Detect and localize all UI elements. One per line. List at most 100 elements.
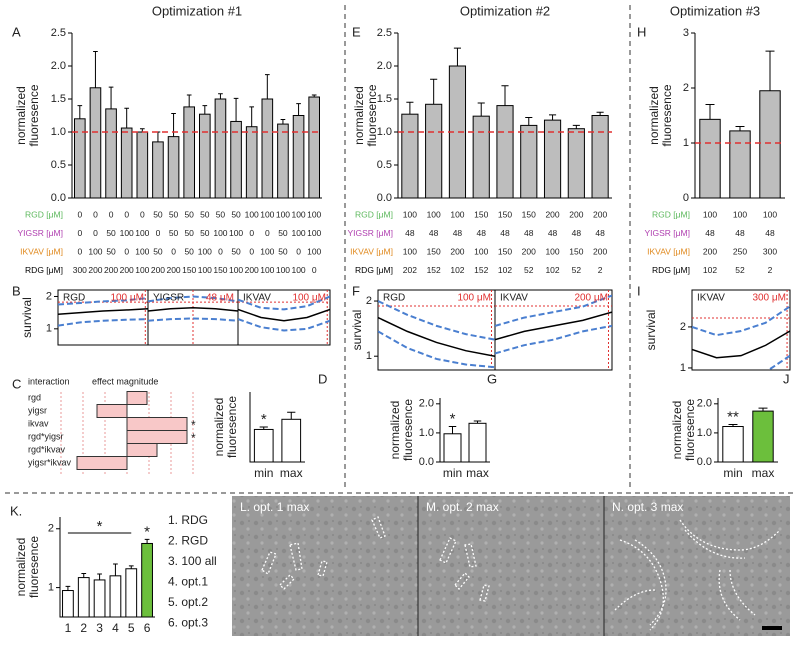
error-bar <box>249 106 255 127</box>
table-row-label: YIGSR [μM] <box>644 228 690 238</box>
error-bar <box>525 116 533 126</box>
table-cell: 50 <box>106 228 116 238</box>
bar <box>245 126 258 199</box>
curve-label: IKVAV <box>697 293 725 304</box>
micrograph <box>604 496 790 636</box>
concentration: 48 μM <box>206 293 234 304</box>
table-row-label: RGD [μM] <box>355 209 393 219</box>
curve <box>495 294 612 327</box>
bar <box>401 113 419 199</box>
table-cell: 52 <box>572 265 582 275</box>
table-cell: 100 <box>291 265 305 275</box>
y-axis-label: fluoresence <box>27 84 41 146</box>
error-bar <box>155 131 161 142</box>
y-tick-label: 0.5 <box>51 159 66 171</box>
y-axis-label: normalized <box>14 86 28 145</box>
panel-letter: J <box>783 371 790 386</box>
panel-letter: K. <box>10 503 22 518</box>
bar <box>152 141 164 199</box>
y-tick-label: 2 <box>683 82 689 94</box>
bar <box>126 443 158 457</box>
bar <box>722 426 744 463</box>
curves <box>692 290 790 370</box>
panel-letter: G <box>487 371 497 386</box>
concentration: 100 μM <box>110 293 144 304</box>
table-cell: 48 <box>548 228 558 238</box>
y-tick-label: 1.0 <box>377 126 392 138</box>
y-axis-label: normalized <box>352 86 366 145</box>
table-cell: 100 <box>120 228 134 238</box>
table-cell: 0 <box>156 228 161 238</box>
panel-letter: H <box>637 24 646 39</box>
error-bar <box>218 93 223 99</box>
error-bar <box>77 105 83 119</box>
error-bar <box>406 101 414 115</box>
table-cell: 48 <box>524 228 534 238</box>
table-cell: 200 <box>104 265 118 275</box>
table-cell: 50 <box>200 209 210 219</box>
axis <box>694 33 785 199</box>
y-tick-label: 1 <box>683 137 689 149</box>
bar <box>109 575 122 618</box>
table-cell: 100 <box>229 265 243 275</box>
table-cell: 102 <box>450 265 464 275</box>
category-header: interaction <box>28 376 70 386</box>
table-cell: 52 <box>524 265 534 275</box>
curve <box>148 295 238 303</box>
table-cell: 50 <box>184 246 194 256</box>
panel-title: Optimization #2 <box>460 3 550 18</box>
table-cell: 150 <box>213 265 227 275</box>
table-cell: 100 <box>260 246 274 256</box>
error-bar <box>233 97 239 122</box>
table-cell: 200 <box>703 246 717 256</box>
y-tick-label: 1.0 <box>51 126 66 138</box>
y-axis-label: survival <box>350 310 364 351</box>
panel-title: Optimization #3 <box>670 3 760 18</box>
y-tick-label: 1 <box>48 581 54 593</box>
curve-label: RGD <box>383 293 405 304</box>
curve <box>148 307 238 312</box>
concentration: 100 μM <box>457 293 491 304</box>
table-cell: 200 <box>120 265 134 275</box>
table-cell: 100 <box>450 209 464 219</box>
y-tick-label: 2.5 <box>51 27 66 39</box>
table-cell: 0 <box>93 228 98 238</box>
error-bar <box>97 573 102 580</box>
table-cell: 0 <box>312 265 317 275</box>
table-cell: 50 <box>200 228 210 238</box>
bar <box>292 115 305 199</box>
curve <box>692 330 790 359</box>
table-cell: 48 <box>500 228 510 238</box>
table-row-label: RDG [μM] <box>652 265 690 275</box>
table-cell: 48 <box>405 228 415 238</box>
error-bar <box>735 126 745 131</box>
table-cell: 100 <box>135 228 149 238</box>
curves <box>495 290 612 370</box>
table-row-label: IKVAV [μM] <box>20 246 63 256</box>
curve <box>378 300 495 341</box>
micrograph-label: L. opt. 1 max <box>240 500 309 514</box>
curve <box>378 330 495 369</box>
x-tick-label: max <box>466 466 489 480</box>
cell-outlines <box>261 516 781 631</box>
error-bar <box>128 565 134 569</box>
y-axis-label: normalized <box>388 401 402 460</box>
y-tick-label: 1 <box>366 350 372 362</box>
micrographs: L. opt. 1 max M. opt. 2 max N. opt. 3 ma… <box>232 496 790 636</box>
x-tick-label: min <box>443 466 462 480</box>
table-row-label: YIGSR [μM] <box>347 228 393 238</box>
error-bar <box>596 111 604 116</box>
table-cell: 50 <box>231 246 241 256</box>
table-cell: 150 <box>498 246 512 256</box>
error-bar <box>81 572 87 578</box>
y-tick-label: 1 <box>46 323 52 335</box>
table-cell: 100 <box>763 209 777 219</box>
bar <box>752 410 774 463</box>
table-cell: 48 <box>429 228 439 238</box>
table-cell: 150 <box>498 209 512 219</box>
table-cell: 100 <box>245 209 259 219</box>
table-cell: 2 <box>598 265 603 275</box>
error-bar <box>765 50 775 91</box>
table-cell: 50 <box>169 228 179 238</box>
